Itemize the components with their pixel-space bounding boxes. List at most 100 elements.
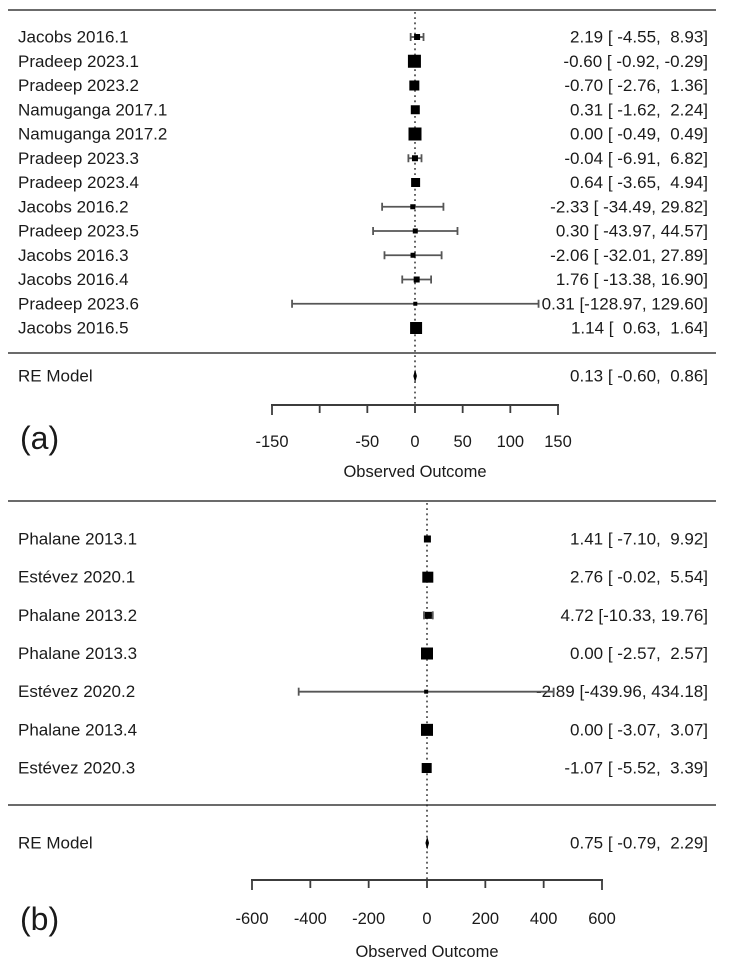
point-estimate-marker — [413, 301, 418, 306]
study-marker-group — [381, 202, 445, 211]
study-row: Pradeep 2023.5 0.30 [ -43.97, 44.57] — [18, 222, 708, 241]
study-marker-group — [411, 178, 421, 187]
x-axis-tick-label: -600 — [235, 910, 268, 928]
re-model-row: RE Model 0.13 [ -0.60, 0.86] — [18, 367, 708, 386]
study-row: Jacobs 2016.3 -2.06 [ -32.01, 27.89] — [18, 246, 708, 265]
study-marker-group — [421, 647, 433, 660]
point-estimate-marker — [424, 689, 429, 694]
panel-tag: (b) — [20, 901, 59, 937]
study-label: Phalane 2013.2 — [18, 606, 137, 625]
study-label: Phalane 2013.4 — [18, 720, 137, 739]
study-label: Estévez 2020.1 — [18, 568, 135, 587]
estimate-ci-value: -2.33 [ -34.49, 29.82] — [550, 197, 708, 216]
estimate-ci-value: 0.64 [ -3.65, 4.94] — [570, 173, 708, 192]
x-axis-title: Observed Outcome — [355, 943, 498, 961]
study-marker-group — [421, 723, 433, 736]
study-marker-group — [409, 80, 420, 91]
x-axis-title: Observed Outcome — [343, 463, 486, 481]
estimate-ci-value: 0.31 [-128.97, 129.60] — [542, 294, 708, 313]
study-label: Pradeep 2023.4 — [18, 173, 139, 192]
point-estimate-marker — [411, 155, 418, 162]
estimate-ci-value: -1.07 [ -5.52, 3.39] — [564, 759, 708, 778]
study-label: Namuganga 2017.1 — [18, 100, 167, 119]
study-label: Jacobs 2016.2 — [18, 197, 129, 216]
study-marker-group — [423, 535, 431, 543]
estimate-ci-value: 2.19 [ -4.55, 8.93] — [570, 28, 708, 47]
estimate-ci-value: 1.76 [ -13.38, 16.90] — [556, 270, 708, 289]
study-label: Pradeep 2023.1 — [18, 52, 139, 71]
x-axis-tick-label: -50 — [355, 433, 379, 451]
estimate-ci-value: 1.14 [ 0.63, 1.64] — [571, 319, 708, 338]
study-marker-group — [407, 54, 421, 68]
point-estimate-marker — [421, 647, 433, 660]
study-row: Namuganga 2017.1 0.31 [ -1.62, 2.24] — [18, 100, 708, 119]
point-estimate-marker — [422, 571, 434, 583]
x-axis-tick-label: 150 — [544, 433, 572, 451]
x-axis-tick-label: -200 — [352, 910, 385, 928]
study-row: Estévez 2020.1 2.76 [ -0.02, 5.54] — [18, 568, 708, 587]
study-row: Phalane 2013.4 0.00 [ -3.07, 3.07] — [18, 720, 708, 739]
study-marker-group — [401, 275, 433, 284]
study-label: Jacobs 2016.3 — [18, 246, 129, 265]
x-axis-tick-label: 0 — [422, 910, 431, 928]
estimate-ci-value: -0.70 [ -2.76, 1.36] — [564, 76, 708, 95]
point-estimate-marker — [421, 723, 433, 736]
study-marker-group — [408, 127, 422, 141]
re-model-label: RE Model — [18, 834, 93, 853]
study-label: Jacobs 2016.5 — [18, 319, 129, 338]
estimate-ci-value: 0.30 [ -43.97, 44.57] — [556, 222, 708, 241]
re-model-diamond — [413, 369, 417, 383]
point-estimate-marker — [410, 322, 423, 334]
point-estimate-marker — [424, 611, 432, 619]
point-estimate-marker — [410, 204, 416, 210]
study-row: Jacobs 2016.1 2.19 [ -4.55, 8.93] — [18, 28, 708, 47]
study-row: Phalane 2013.3 0.00 [ -2.57, 2.57] — [18, 644, 708, 663]
x-axis-tick-label: 0 — [410, 433, 419, 451]
estimate-ci-value: 4.72 [-10.33, 19.76] — [561, 606, 708, 625]
point-estimate-marker — [410, 105, 420, 115]
study-label: Phalane 2013.1 — [18, 530, 137, 549]
x-axis-tick-label: 100 — [497, 433, 525, 451]
estimate-ci-value: 0.31 [ -1.62, 2.24] — [570, 100, 708, 119]
x-axis: -150 -50 0 50 100 150 Observed Outcome — [255, 404, 572, 481]
panel-b: Phalane 2013.1 1.41 [ -7.10, 9.92] Estévez… — [8, 500, 716, 961]
study-marker-group — [422, 571, 434, 583]
point-estimate-marker — [421, 763, 432, 774]
study-marker-group — [410, 322, 423, 334]
study-marker-group — [423, 611, 434, 620]
study-label: Namuganga 2017.2 — [18, 125, 167, 144]
x-axis-tick-label: 400 — [530, 910, 558, 928]
point-estimate-marker — [409, 80, 420, 91]
study-row: Pradeep 2023.2 -0.70 [ -2.76, 1.36] — [18, 76, 708, 95]
estimate-ci-value: 0.00 [ -2.57, 2.57] — [570, 644, 708, 663]
re-model-diamond — [425, 836, 430, 850]
panel-a: Jacobs 2016.1 2.19 [ -4.55, 8.93] Pradeep … — [8, 9, 716, 481]
point-estimate-marker — [414, 34, 421, 40]
study-marker-group — [291, 299, 540, 308]
re-model-estimate-value: 0.13 [ -0.60, 0.86] — [570, 367, 708, 386]
re-model-label: RE Model — [18, 367, 93, 386]
study-row: Phalane 2013.1 1.41 [ -7.10, 9.92] — [18, 530, 708, 549]
study-label: Jacobs 2016.1 — [18, 28, 129, 47]
study-row: Jacobs 2016.4 1.76 [ -13.38, 16.90] — [18, 270, 708, 289]
study-row: Estévez 2020.2 -2.89 [-439.96, 434.18] — [18, 682, 708, 701]
study-label: Pradeep 2023.3 — [18, 149, 139, 168]
study-row: Jacobs 2016.5 1.14 [ 0.63, 1.64] — [18, 319, 708, 338]
study-marker-group — [409, 33, 425, 41]
study-row: Phalane 2013.2 4.72 [-10.33, 19.76] — [18, 606, 708, 625]
study-row: Jacobs 2016.2 -2.33 [ -34.49, 29.82] — [18, 197, 708, 216]
study-label: Pradeep 2023.6 — [18, 294, 139, 313]
estimate-ci-value: -0.04 [ -6.91, 6.82] — [564, 149, 708, 168]
point-estimate-marker — [407, 54, 421, 68]
study-marker-group — [410, 105, 420, 115]
x-axis: -600 -400 -200 0 200 400 600 Observed Outcome — [235, 879, 616, 961]
point-estimate-marker — [410, 252, 416, 258]
point-estimate-marker — [413, 276, 420, 283]
study-marker-group — [372, 227, 459, 235]
x-axis-tick-label: 600 — [588, 910, 616, 928]
study-marker-group — [407, 154, 423, 163]
study-row: Namuganga 2017.2 0.00 [ -0.49, 0.49] — [18, 125, 708, 144]
study-row: Pradeep 2023.4 0.64 [ -3.65, 4.94] — [18, 173, 708, 192]
